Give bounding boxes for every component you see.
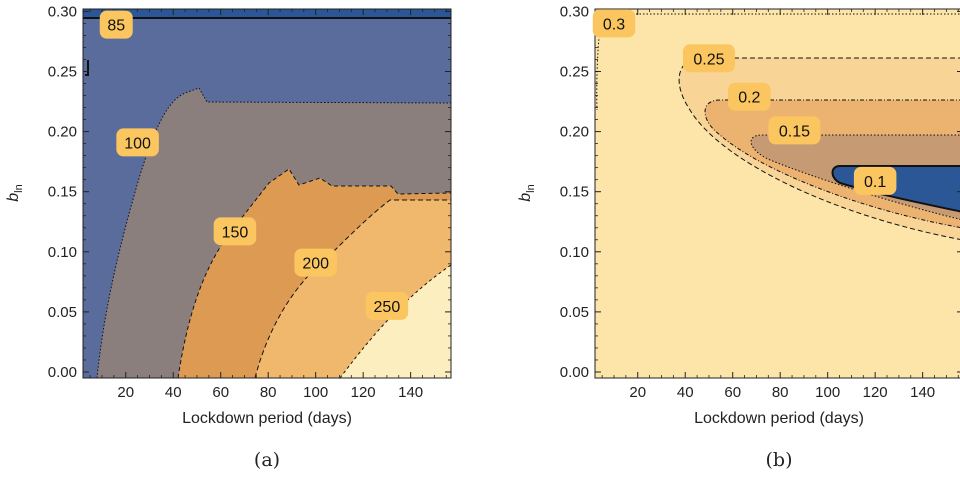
- panel-a-xtick-label: 100: [303, 384, 328, 401]
- panel-b-ytick-label: 0.25: [560, 64, 589, 81]
- panel-a-xtick-label: 40: [165, 384, 182, 401]
- panel-b-contour-line-03: [596, 13, 960, 111]
- panel-a-band-low: [83, 9, 451, 18]
- panel-a-caption: (a): [254, 449, 280, 471]
- panel-b-xtick-label: 100: [815, 384, 840, 401]
- panel-b-xlabel: Lockdown period (days): [694, 410, 864, 427]
- panel-b-contour-label: 0.25: [693, 51, 724, 68]
- panel-a-contour-label: 200: [302, 256, 329, 273]
- panel-b-contour-line-02: [704, 99, 960, 228]
- panel-b: 20 40 60 80 100 120 140 0.00 0.05 0.10 0.15 0.20 0.2…: [517, 3, 960, 471]
- panel-b-ylabel-main: b: [517, 193, 534, 202]
- panel-a-contour-line-85: [83, 17, 451, 76]
- panel-b-xtick-label: 60: [724, 384, 741, 401]
- panel-a-contour-label-box: [99, 10, 133, 39]
- panel-a-axes: 20 40 60 80 100 120 140 0.00 0.05 0.10 0.15 0.20 0.2…: [48, 3, 451, 401]
- panel-a-ylabel-subscript: ln: [13, 184, 25, 193]
- panel-b-contour-labels: 0.3 0.25 0.2 0.15 0.1: [592, 9, 897, 195]
- panel-b-caption: (b): [766, 449, 793, 471]
- panel-a-contour-label: 85: [107, 18, 125, 35]
- panel-b-contour-label: 0.3: [603, 16, 625, 33]
- panel-a-contour-labels: 85 100 150 200 250: [99, 10, 409, 320]
- panel-a-contour-label-box: [365, 291, 409, 320]
- panel-a-frame: [82, 8, 452, 379]
- panel-a-ylabel-main: b: [5, 193, 22, 202]
- panel-b-contour-label-box: [853, 166, 897, 195]
- panel-b-contour-label-box: [768, 116, 821, 145]
- panel-b-xtick-label: 140: [910, 384, 935, 401]
- panel-b-bands: [595, 9, 960, 378]
- panel-a-bands: [83, 9, 451, 378]
- panel-b-ytick-label: 0.15: [560, 184, 589, 201]
- panel-a-ytick-label: 0.05: [48, 304, 77, 321]
- panel-b-ytick-label: 0.05: [560, 304, 589, 321]
- panel-a-ytick-label: 0.25: [48, 64, 77, 81]
- panel-a-ytick-label: 0.20: [48, 124, 77, 141]
- panel-b-ytick-label: 0.30: [560, 3, 589, 20]
- panel-b-xtick-label: 40: [677, 384, 694, 401]
- panel-b-ylabel-subscript: ln: [525, 184, 537, 193]
- panel-b-xtick-label: 120: [863, 384, 888, 401]
- panel-a-ylabel: bln: [5, 184, 25, 201]
- panel-b-frame: [594, 8, 960, 379]
- panel-a-contour-label: 250: [374, 299, 401, 316]
- panel-a-contour-line-100: [96, 87, 451, 378]
- panel-a-xtick-label: 120: [351, 384, 376, 401]
- panel-a-ytick-label: 0.00: [48, 364, 77, 381]
- panel-b-axes: 20 40 60 80 100 120 140 0.00 0.05 0.10 0.15 0.20 0.2…: [560, 3, 960, 401]
- panel-a: 20 40 60 80 100 120 140 0.00 0.05 0.10 0.15 0.20 0.2…: [5, 3, 452, 471]
- panel-a-contour-label-box: [294, 248, 337, 277]
- panel-a-xtick-label: 80: [260, 384, 277, 401]
- panel-b-ylabel: bln: [517, 184, 537, 201]
- panel-b-xtick-label: 20: [629, 384, 646, 401]
- panel-b-ytick-label: 0.20: [560, 124, 589, 141]
- panel-a-contour-label-box: [213, 217, 257, 246]
- panel-b-contour-label: 0.1: [864, 174, 886, 191]
- panel-b-contour-line-01: [831, 165, 960, 213]
- panel-a-ytick-label: 0.10: [48, 244, 77, 261]
- panel-a-band-250: [340, 265, 451, 378]
- panel-b-contour-label: 0.15: [779, 123, 810, 140]
- panel-a-ytick-label: 0.15: [48, 184, 77, 201]
- panel-b-xtick-label: 80: [772, 384, 789, 401]
- panel-a-xtick-label: 140: [398, 384, 423, 401]
- panel-a-xtick-label: 60: [212, 384, 229, 401]
- panel-b-contour-label: 0.2: [738, 90, 760, 107]
- panel-b-contour-label-box: [592, 9, 636, 38]
- panel-a-ytick-label: 0.30: [48, 3, 77, 20]
- panel-a-contour-label-box: [116, 128, 159, 157]
- panel-b-contour-label-box: [682, 44, 735, 73]
- panel-a-xtick-label: 20: [117, 384, 134, 401]
- panel-a-contour-label: 100: [124, 135, 151, 152]
- panel-b-contour-label-box: [728, 82, 771, 111]
- panel-b-ytick-label: 0.00: [560, 364, 589, 381]
- panel-a-contour-label: 150: [222, 224, 249, 241]
- panel-a-contour-line-250: [339, 264, 451, 378]
- panel-b-ytick-label: 0.10: [560, 244, 589, 261]
- panel-b-contour-line-025: [678, 57, 960, 240]
- panel-a-xlabel: Lockdown period (days): [182, 410, 352, 427]
